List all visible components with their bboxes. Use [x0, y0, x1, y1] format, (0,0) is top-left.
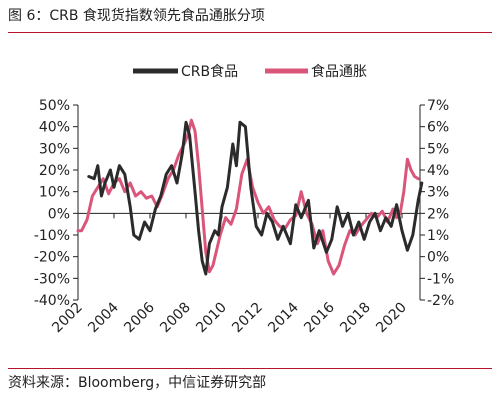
left-tick-label: 40%	[39, 120, 70, 136]
x-tick-label: 2020	[373, 300, 410, 337]
legend-label-crb: CRB食品	[181, 63, 238, 80]
left-tick-label: -10%	[34, 228, 70, 244]
right-tick-label: 1%	[427, 228, 449, 244]
x-tick-label: 2014	[265, 299, 302, 336]
right-tick-label: 3%	[427, 185, 449, 201]
x-tick-label: 2008	[157, 300, 194, 337]
right-tick-label: 5%	[427, 141, 449, 157]
x-tick-label: 2018	[337, 300, 374, 337]
legend-label-food-inflation: 食品通胀	[311, 63, 367, 80]
right-tick-label: -2%	[427, 293, 454, 309]
source-note: 资料来源：Bloomberg，中信证券研究部	[8, 375, 267, 391]
right-tick-label: -1%	[427, 271, 454, 287]
x-tick-label: 2004	[85, 299, 122, 336]
left-tick-label: 20%	[39, 163, 70, 179]
title-divider	[8, 32, 492, 33]
x-tick-label: 2010	[193, 300, 230, 337]
left-tick-label: 50%	[39, 98, 70, 114]
right-tick-label: 6%	[427, 120, 449, 136]
left-tick-label: -20%	[34, 250, 70, 266]
left-tick-label: 0%	[48, 206, 70, 222]
left-tick-label: -30%	[34, 271, 70, 287]
source-divider	[8, 368, 492, 369]
series-line-crb	[87, 120, 424, 276]
right-tick-label: 2%	[427, 206, 449, 222]
right-tick-label: 0%	[427, 250, 449, 266]
series-line-food-inflation	[76, 118, 420, 276]
left-axis: 50% 40% 30% 20% 10% 0% -10% -20% -30% -40%	[34, 98, 78, 309]
right-tick-label: 7%	[427, 98, 449, 114]
left-tick-label: 10%	[39, 185, 70, 201]
right-axis: 7% 6% 5% 4% 3% 2% 1% 0% -1% -2%	[420, 98, 454, 309]
left-tick-label: -40%	[34, 293, 70, 309]
x-tick-label: 2016	[301, 299, 338, 336]
legend: CRB食品 食品通胀	[133, 63, 367, 80]
x-tick-label: 2012	[229, 300, 266, 337]
x-tick-label: 2006	[121, 299, 158, 336]
right-tick-label: 4%	[427, 163, 449, 179]
figure-title: 图 6：CRB 食现货指数领先食品通胀分项	[8, 8, 265, 24]
left-tick-label: 30%	[39, 141, 70, 157]
